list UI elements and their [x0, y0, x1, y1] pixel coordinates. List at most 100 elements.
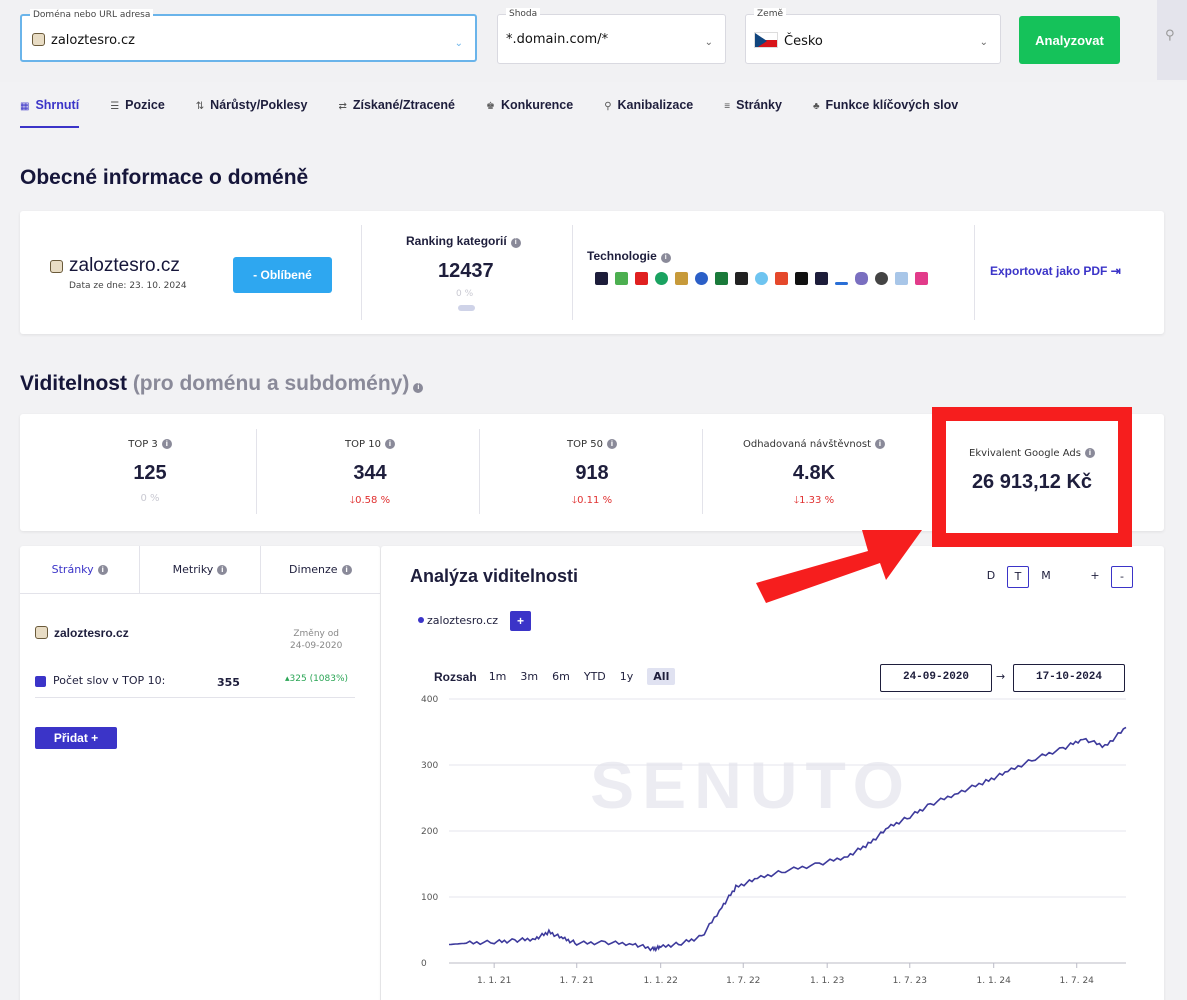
ranking-value: 12437 — [438, 260, 494, 282]
info-icon[interactable]: i — [1084, 448, 1095, 458]
mysql-icon — [895, 272, 908, 285]
zoom-out-button[interactable]: - — [1111, 566, 1133, 588]
visibility-heading: Viditelnost (pro doménu a subdomény) i — [20, 372, 424, 396]
pin-panel[interactable]: ⚲ — [1157, 0, 1187, 80]
granularity-week[interactable]: T — [1007, 566, 1029, 588]
country-select[interactable]: Země Česko ⌄ — [745, 8, 1001, 64]
chart-title: Analýza viditelnosti — [410, 566, 579, 586]
red-arrow-icon — [756, 530, 922, 603]
domain-input-value: zaloztesro.cz — [51, 33, 135, 48]
info-icon[interactable]: i — [341, 565, 352, 575]
add-button[interactable]: Přidat + — [35, 727, 117, 749]
plugin-icon — [675, 272, 688, 285]
watermark-logo: SENUTO — [590, 748, 912, 822]
tab-pages[interactable]: Stránky i — [20, 546, 139, 593]
data-date: Data ze dne: 23. 10. 2024 — [69, 281, 187, 291]
range-3m[interactable]: 3m — [520, 670, 539, 683]
technology-icons — [595, 272, 935, 285]
info-icon[interactable]: i — [161, 439, 172, 449]
chevron-down-icon[interactable]: ⌄ — [704, 37, 713, 48]
google-ads-equivalent-highlight: Ekvivalent Google Ads i 26 913,12 Kč — [932, 407, 1132, 547]
swap-arrows-icon: ⇄ — [338, 101, 347, 112]
tab-dimensions[interactable]: Dimenze i — [259, 546, 380, 593]
youtube-icon — [635, 272, 648, 285]
tab-ziskane-ztracene[interactable]: ⇄ Získané/Ztracené — [338, 98, 455, 112]
wordpress-icon — [875, 272, 888, 285]
series-chip[interactable]: zaloztesro.cz — [418, 614, 498, 627]
divider — [974, 225, 975, 320]
search-bar: Doména nebo URL adresa zaloztesro.cz ⌄ S… — [0, 0, 1187, 82]
y-tick-label: 400 — [421, 695, 438, 705]
granularity-month[interactable]: M — [1041, 569, 1051, 582]
ads-label: Ekvivalent Google Ads — [969, 448, 1081, 459]
tab-pozice[interactable]: ☰ Pozice — [110, 98, 165, 112]
rev-slider-icon — [735, 272, 748, 285]
ads-value: 26 913,12 Kč — [971, 471, 1093, 493]
metric-traffic: Odhadovaná návštěvnost i 4.8K 🡓1.33 % — [714, 414, 914, 531]
split-icon: ⚲ — [604, 101, 612, 112]
y-axis-labels: 0 100 200 300 400 — [421, 695, 438, 969]
add-series-button[interactable]: + — [510, 611, 531, 631]
x-tick-label: 1. 7. 21 — [560, 976, 594, 986]
x-tick-label: 1. 1. 23 — [810, 976, 844, 986]
info-icon[interactable]: i — [97, 565, 108, 575]
x-tick-label: 1. 7. 24 — [1060, 976, 1095, 986]
chevron-down-icon[interactable]: ⌄ — [454, 38, 463, 49]
export-pdf-link[interactable]: Exportovat jako PDF ⇥ — [990, 264, 1121, 278]
domain-input[interactable]: Doména nebo URL adresa zaloztesro.cz ⌄ — [20, 9, 477, 62]
match-select[interactable]: Shoda *.domain.com/* ⌄ — [497, 8, 726, 64]
export-icon: ⇥ — [1110, 264, 1121, 278]
x-tick-label: 1. 7. 22 — [726, 976, 760, 986]
metric-top10: TOP 10 i 344 🡓0.58 % — [270, 414, 470, 531]
tab-konkurence[interactable]: ♚ Konkurence — [485, 98, 574, 112]
range-ytd[interactable]: YTD — [583, 670, 606, 683]
czech-flag-icon — [754, 32, 778, 48]
left-panel-tabs: Stránky i Metriky i Dimenze i — [20, 546, 380, 594]
chevron-down-icon[interactable]: ⌄ — [979, 37, 988, 48]
ranking-change: 0 % — [456, 289, 474, 299]
tab-metrics[interactable]: Metriky i — [139, 546, 259, 593]
info-icon[interactable]: i — [875, 439, 885, 449]
line-icon — [835, 282, 848, 285]
granularity-day[interactable]: D — [986, 569, 996, 582]
tab-kanibalizace[interactable]: ⚲ Kanibalizace — [604, 98, 694, 112]
range-all[interactable]: All — [647, 668, 676, 685]
ranking-label: Ranking kategorií — [406, 234, 507, 248]
info-icon[interactable]: i — [384, 439, 395, 449]
tab-stranky[interactable]: ≡ Stránky — [724, 98, 782, 112]
info-icon[interactable]: i — [606, 439, 617, 449]
domain-input-label: Doména nebo URL adresa — [30, 9, 154, 21]
chart-grid — [449, 698, 1126, 964]
chart-icon — [915, 272, 928, 285]
bar-icon — [715, 272, 728, 285]
info-icon[interactable]: i — [413, 383, 424, 393]
metric-row[interactable]: Počet slov v TOP 10: 355 ▴325 (1083%) — [35, 674, 355, 698]
favorite-button[interactable]: - Oblíbené — [233, 257, 332, 293]
tab-shrnuti[interactable]: ▦ Shrnutí — [20, 98, 80, 128]
date-from-input[interactable]: 24-09-2020 — [880, 664, 992, 692]
range-selector: Rozsah 1m 3m 6m YTD 1y All — [434, 668, 689, 685]
chart-panel: Analýza viditelnosti D T M + zaloztesro.… — [381, 546, 1164, 1000]
range-1y[interactable]: 1y — [619, 670, 634, 683]
google-icon — [655, 272, 668, 285]
range-1m[interactable]: 1m — [488, 670, 507, 683]
wifi-icon — [755, 272, 768, 285]
font-icon — [775, 272, 788, 285]
range-6m[interactable]: 6m — [552, 670, 570, 683]
tab-narusty-poklesy[interactable]: ⇅ Nárůsty/Poklesy — [195, 98, 308, 112]
info-icon[interactable]: i — [660, 253, 671, 263]
general-info-heading: Obecné informace o doméně — [20, 166, 309, 189]
pin-icon[interactable]: ⚲ — [1165, 28, 1175, 43]
site-favicon-icon — [35, 626, 48, 639]
match-select-label: Shoda — [506, 8, 541, 20]
date-to-input[interactable]: 17-10-2024 — [1013, 664, 1125, 692]
series-color-swatch — [35, 676, 46, 687]
zoom-in-button[interactable]: + — [1090, 569, 1100, 582]
site-favicon-icon — [50, 260, 63, 273]
ranking-bar — [458, 305, 475, 311]
series-line-zaloztesro — [448, 726, 1127, 953]
tab-funkce-klicovych-slov[interactable]: ♣ Funkce klíčových slov — [812, 98, 959, 112]
info-icon[interactable]: i — [510, 238, 521, 248]
info-icon[interactable]: i — [217, 565, 228, 575]
analyze-button[interactable]: Analyzovat — [1019, 16, 1120, 64]
